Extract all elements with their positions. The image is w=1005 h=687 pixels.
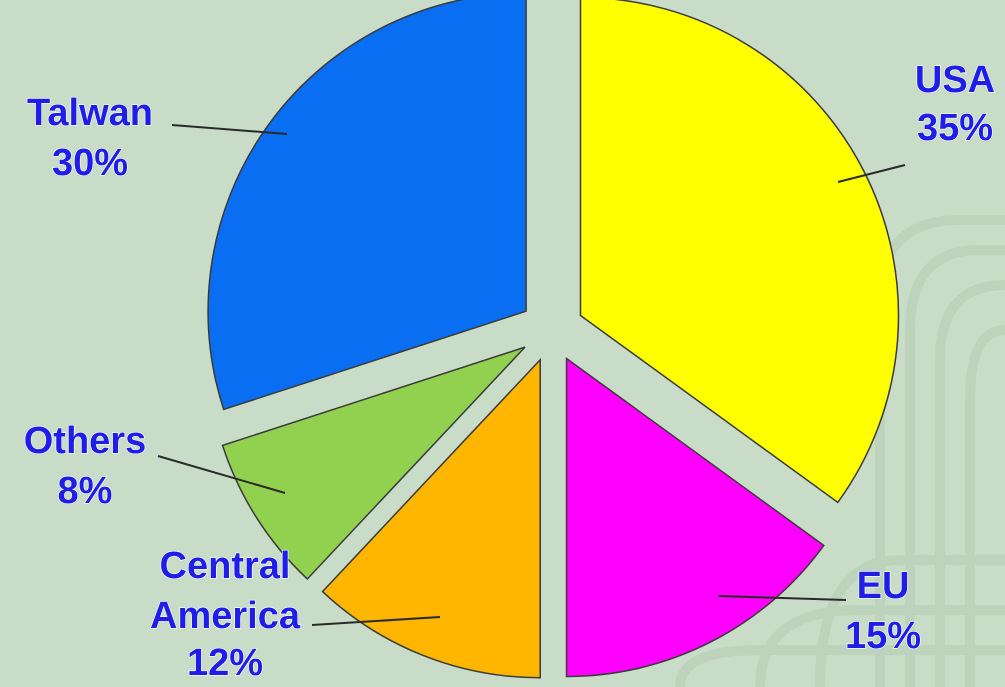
slice-label-central-america: Central [160,545,291,587]
slice-label-usa: USA [915,59,995,101]
leader-lines [157,124,906,626]
slice-labels: USA 35% EU 15% Central America 12% Others 8% Talw… [23,58,996,684]
slice-value-talwan: 30% [52,142,128,184]
slice-value-others: 8% [58,470,113,512]
pie-slice-others [221,346,526,581]
leader-line-others [157,455,286,494]
slice-label-central-america: America [150,595,301,637]
pie-slice-usa [579,0,900,504]
slice-label-others: Others [24,420,146,462]
pie-slice-central-america [321,357,541,679]
slice-value-usa: 35% [917,107,993,149]
pie-slice-talwan [207,0,527,411]
leader-line-usa [837,164,906,183]
leader-line-talwan [171,124,288,135]
slice-label-eu: EU [857,565,910,607]
slice-value-central-america: 12% [187,642,263,684]
slice-value-eu: 15% [845,615,921,657]
leader-line-eu [717,595,847,601]
leader-line-central-america [311,616,441,626]
pie-slices [207,0,900,679]
slice-label-talwan: Talwan [27,92,153,134]
